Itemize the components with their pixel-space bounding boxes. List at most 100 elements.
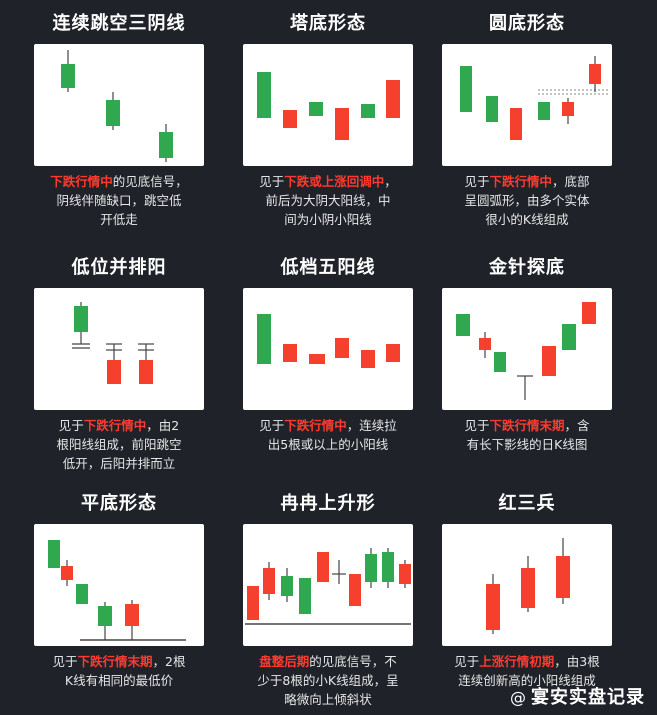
candle (361, 350, 375, 368)
description-text: 略微向上倾斜状 (284, 692, 372, 707)
highlight-text: 下跌行情中 (50, 174, 113, 189)
description-line: 见于下跌或上涨回调中， (228, 172, 428, 191)
description-text: ，底部 (552, 174, 590, 189)
description-text: 的见底信号， (112, 174, 188, 189)
candle (521, 556, 535, 612)
candle (263, 562, 275, 600)
description-text: 见于 (259, 174, 285, 189)
description-text: 见于 (464, 418, 490, 433)
candle (486, 574, 500, 634)
description-line: 见于下跌行情中，底部 (427, 172, 627, 191)
highlight-text: 下跌行情末期 (489, 418, 565, 433)
candle (125, 600, 139, 640)
pattern-title: 塔底形态 (290, 13, 366, 34)
candle (486, 96, 498, 122)
pattern-description: 见于下跌行情中，连续拉出5根或以上的小阳线 (228, 416, 428, 454)
description-text: ，连续拉 (346, 418, 397, 433)
description-text: ，由2 (146, 418, 180, 433)
description-text: 阴线伴随缺口，跳空低 (56, 193, 182, 208)
highlight-text: 下跌行情中 (489, 174, 552, 189)
candle (382, 548, 394, 588)
pattern-description: 见于下跌行情末期，含有长下影线的日K线图 (427, 416, 627, 454)
description-text: 很小的K线组成 (485, 212, 569, 227)
description-line: K线有相同的最低价 (19, 671, 219, 690)
candle (61, 50, 75, 92)
candlestick-panel (34, 288, 204, 410)
candlestick-chart (456, 302, 596, 400)
pattern-description: 见于下跌或上涨回调中， 前后为大阴大阳线，中 间为小阴小阳线 (228, 172, 428, 229)
candle (542, 346, 556, 376)
description-line: 盘整后期的见底信号，不 (228, 652, 428, 671)
description-line: 下跌行情中的见底信号， (19, 172, 219, 191)
highlight-text: 上涨行情初期 (479, 654, 555, 669)
candlestick-panel (442, 44, 612, 166)
candle (589, 56, 601, 92)
highlight-text: 下跌或上涨回调中 (284, 174, 385, 189)
candle (582, 302, 596, 324)
description-line: 见于下跌行情中，连续拉 (228, 416, 428, 435)
candle (494, 352, 506, 372)
candle (399, 560, 411, 588)
description-text: 见于 (259, 418, 285, 433)
pattern-title: 连续跳空三阴线 (52, 13, 186, 34)
description-text: 开低走 (100, 212, 138, 227)
highlight-text: 盘整后期 (259, 654, 310, 669)
pattern-title: 金针探底 (489, 257, 565, 278)
candlestick-panel (34, 44, 204, 166)
description-line: 低开，后阳并排而立 (19, 454, 219, 473)
description-text: ，含 (564, 418, 590, 433)
candle (460, 66, 472, 112)
highlight-text: 下跌行情中 (83, 418, 147, 433)
description-text: 见于 (58, 418, 84, 433)
candle (335, 338, 349, 358)
description-text: 出5根或以上的小阳线 (267, 437, 389, 452)
description-line: 见于下跌行情中，由2 (19, 416, 219, 435)
candle (257, 314, 271, 364)
candlestick-panel (243, 524, 413, 646)
description-text: 间为小阴小阳线 (284, 212, 372, 227)
description-line: 呈圆弧形，由多个实体 (427, 191, 627, 210)
pattern-title: 低位并排阳 (71, 257, 167, 278)
description-line: 少于8根的小K线组成，呈 (228, 671, 428, 690)
candle (456, 314, 470, 336)
candle (361, 104, 375, 118)
candle (159, 124, 173, 162)
candle (98, 602, 112, 640)
description-text: 见于 (52, 654, 78, 669)
candle (76, 584, 88, 604)
description-line: 间为小阴小阳线 (228, 210, 428, 229)
candle (332, 560, 346, 584)
description-line: 见于下跌行情末期，2根 (19, 652, 219, 671)
description-text: 根阳线组成，前阳跳空 (56, 437, 182, 452)
candlestick-panel (442, 288, 612, 410)
highlight-text: 下跌行情中 (284, 418, 347, 433)
candle (556, 538, 570, 604)
candle (257, 72, 271, 118)
pattern-title: 圆底形态 (489, 13, 565, 34)
candle (517, 375, 533, 400)
candle (72, 302, 90, 349)
description-line: 根阳线组成，前阳跳空 (19, 435, 219, 454)
candle (386, 80, 400, 118)
pattern-title: 低档五阳线 (280, 257, 376, 278)
highlight-text: 下跌行情末期 (77, 654, 153, 669)
candle (106, 343, 122, 384)
description-text: 少于8根的小K线组成，呈 (257, 673, 399, 688)
description-line: 略微向上倾斜状 (228, 690, 428, 709)
description-text: 有长下影线的日K线图 (466, 437, 588, 452)
candle (479, 332, 491, 358)
candlestick-chart (61, 50, 173, 162)
candle (281, 568, 293, 602)
candle (365, 548, 377, 588)
description-line: 出5根或以上的小阳线 (228, 435, 428, 454)
watermark: @ 宴安实盘记录 (510, 683, 645, 709)
candle (386, 344, 400, 362)
candle (247, 586, 259, 620)
candle (538, 102, 550, 120)
candle (299, 578, 311, 614)
description-line: 阴线伴随缺口，跳空低 (19, 191, 219, 210)
candle (317, 552, 329, 582)
description-line: 开低走 (19, 210, 219, 229)
pattern-description: 见于下跌行情中，由2 根阳线组成，前阳跳空低开，后阳并排而立 (19, 416, 219, 473)
description-text: 呈圆弧形，由多个实体 (464, 193, 590, 208)
